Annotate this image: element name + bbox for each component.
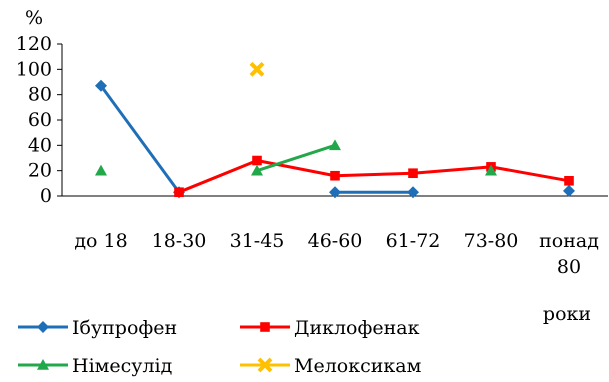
data-point [95, 79, 107, 92]
data-point [252, 155, 262, 166]
y-tick-label: 80 [28, 84, 52, 106]
x-tick-label: 73-80 [464, 230, 519, 252]
legend-item: Мелоксикам [240, 355, 422, 377]
series-lines [99, 84, 570, 194]
legend-label: Мелоксикам [294, 355, 422, 377]
data-point [563, 184, 575, 197]
legend-label: Німесулід [72, 355, 172, 377]
y-tick-label: 20 [28, 160, 52, 182]
data-point [95, 164, 107, 176]
series-line [256, 143, 336, 173]
data-point [251, 164, 263, 176]
series-markers [95, 61, 575, 199]
x-tick-label: 46-60 [308, 230, 363, 252]
y-axis-ticks: 0 20 40 60 80 100 120 [16, 33, 62, 207]
data-point [485, 164, 497, 176]
data-point [257, 357, 273, 373]
x-tick-label: до 18 [74, 230, 127, 252]
data-point [330, 170, 340, 181]
data-point [329, 186, 341, 199]
x-tick-label: 61-72 [386, 230, 441, 252]
data-point [249, 61, 265, 77]
data-point [564, 176, 574, 186]
x-tick-label: понад 80 [539, 230, 599, 278]
y-tick-label: 60 [28, 109, 52, 131]
data-point [407, 186, 419, 199]
x-tick-label: 31-45 [230, 230, 285, 252]
data-point [37, 359, 49, 370]
legend-item: Німесулід [18, 355, 172, 377]
data-point [408, 168, 418, 178]
y-tick-label: 120 [16, 33, 52, 55]
legend: Ібупрофен Диклофенак Німесулід Мелоксикам [18, 317, 422, 377]
x-axis-label: роки [543, 303, 591, 325]
data-point [329, 139, 341, 151]
data-point [174, 187, 184, 197]
data-point [37, 321, 49, 333]
x-tick-label: 18-30 [152, 230, 207, 252]
legend-item: Диклофенак [240, 317, 420, 339]
y-tick-label: 100 [16, 58, 52, 80]
y-tick-label: 40 [28, 134, 52, 156]
legend-label: Диклофенак [294, 317, 420, 339]
legend-label: Ібупрофен [72, 317, 177, 339]
x-axis-ticks: до 18 18-30 31-45 46-60 61-72 73-80 понад 80 [74, 230, 599, 278]
y-axis-label: % [25, 7, 43, 29]
legend-item: Ібупрофен [18, 317, 177, 339]
series-line [99, 84, 181, 194]
data-point [260, 322, 270, 332]
y-tick-label: 0 [40, 185, 52, 207]
series-line [178, 159, 570, 194]
